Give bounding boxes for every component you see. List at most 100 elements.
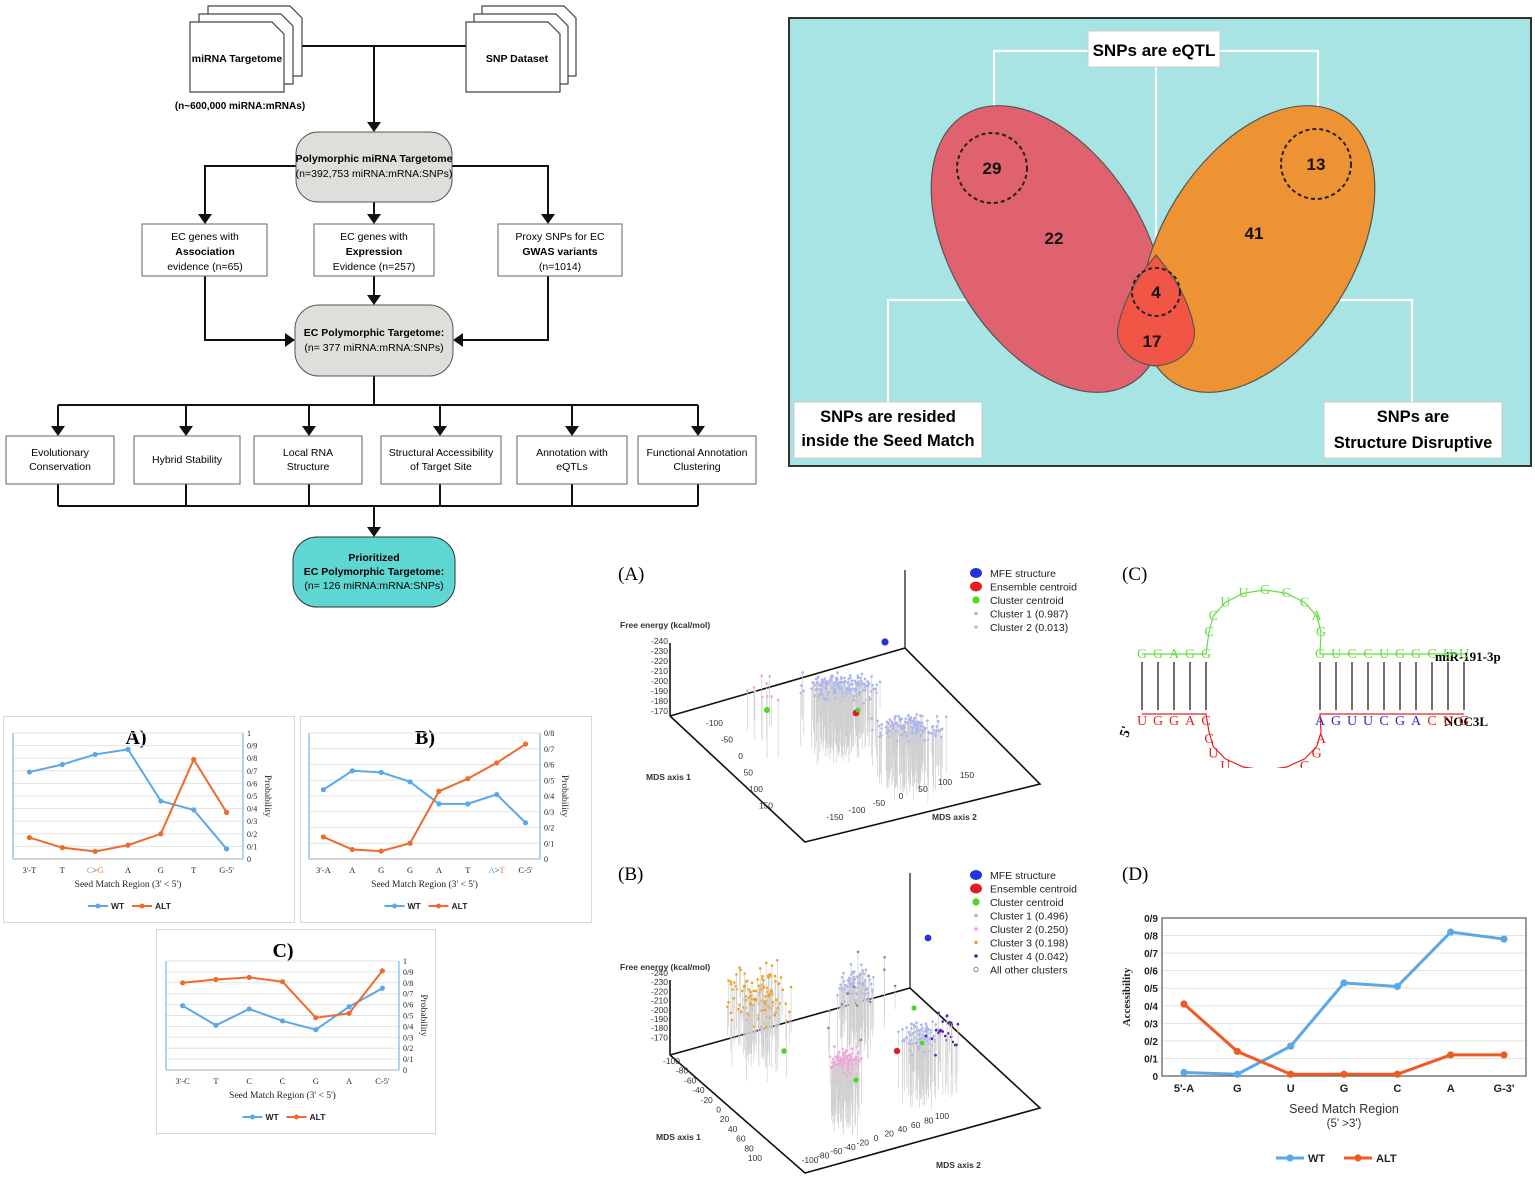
mds-legend-label: MFE structure	[990, 870, 1056, 882]
chart-a-xlabel: Seed Match Region (3' < 5')	[75, 879, 182, 890]
mds-structure-point	[915, 731, 918, 735]
mds-structure-point	[816, 687, 820, 691]
mds-x2-tick: -40	[843, 1142, 856, 1152]
chart-d-wt-point	[1500, 935, 1508, 943]
chart-c-wt-point	[180, 1003, 186, 1009]
mds-legend-label: Cluster 2 (0.250)	[990, 924, 1068, 936]
mds-structure-point	[762, 986, 765, 990]
chart-b-xlabel: Seed Match Region (3' < 5')	[371, 879, 478, 890]
chart-c-wt-point	[213, 1022, 219, 1028]
probability-chart-a: A) 10/90/80/70/60/50/40/30/20/103'-T T C>G…	[3, 716, 295, 923]
mds-structure-point	[815, 681, 819, 684]
mds-structure-point	[839, 676, 843, 680]
eqtl-label: SNPs are eQTL	[1093, 41, 1216, 60]
chart-a-xtick: G-5'	[219, 865, 234, 875]
svg-text:Conservation: Conservation	[29, 461, 91, 473]
mds-legend-marker	[974, 927, 978, 931]
mds-structure-point	[878, 735, 881, 739]
mds-structure-point	[799, 691, 803, 695]
mds-structure-point	[927, 731, 930, 735]
mds-structure-point	[900, 727, 904, 731]
mds-legend-label: Cluster 2 (0.013)	[990, 622, 1068, 634]
mds-structure-point	[841, 987, 845, 990]
mds-x1-tick: 40	[728, 1124, 738, 1134]
mds-structure-point	[774, 998, 778, 1002]
mds-structure-point	[911, 1031, 915, 1035]
mds-legend-label: Cluster 3 (0.198)	[990, 938, 1068, 950]
mds-z-tick: -220	[651, 656, 668, 666]
mds-structure-point	[848, 1058, 852, 1062]
mfe-structure-marker	[924, 934, 932, 942]
mds-structure-point	[749, 990, 752, 994]
chart-b-xtick: G	[407, 865, 413, 875]
target-nucleotide: U	[1220, 759, 1230, 768]
chart-b-alt-point	[378, 848, 384, 854]
mds-structure-point	[915, 1021, 918, 1025]
chart-a-legend-alt: ALT	[155, 901, 172, 911]
mds-z-tick: -200	[651, 1005, 668, 1015]
count-right: 41	[1245, 224, 1264, 243]
target-nucleotide: C	[1427, 714, 1436, 729]
chart-c-xtick: C-5'	[375, 1076, 390, 1086]
evidence-box-association: EC genes with Association evidence (n=65…	[141, 223, 268, 277]
hybrid-panel-label: (C)	[1122, 564, 1147, 585]
chart-c-panel-label: C)	[272, 940, 293, 962]
mds-structure-point	[823, 677, 827, 680]
mds-b-panel-label: (B)	[618, 864, 643, 885]
chart-c-ytick: 0	[403, 1066, 407, 1075]
mds-structure-point	[848, 674, 852, 677]
mds-structure-point	[846, 1066, 850, 1069]
mds-structure-point	[920, 729, 924, 732]
mds-structure-point	[853, 679, 857, 683]
venn-right-ellipse	[1140, 105, 1376, 393]
mds-structure-point	[852, 975, 856, 979]
final-line-1: Prioritized	[348, 552, 399, 564]
mds-x2-tick: -150	[826, 812, 843, 822]
mds-structure-point	[846, 992, 850, 995]
mds-structure-point	[760, 1009, 764, 1012]
mds-structure-point	[756, 978, 759, 981]
cluster-centroid-marker	[911, 1005, 917, 1011]
mds-structure-point	[843, 680, 847, 683]
mds-structure-point	[744, 998, 748, 1002]
chart-b-legend-alt: ALT	[452, 901, 469, 911]
mds-structure-point	[941, 1020, 944, 1023]
mds-plot-a: (A) Free energy (kcal/mol) MDS axis 1 MD…	[618, 564, 1077, 843]
mds-structure-point	[777, 982, 781, 985]
mds-structure-point	[855, 1004, 859, 1007]
mds-structure-point	[858, 690, 862, 694]
mds-structure-point	[860, 963, 863, 966]
mds-structure-point	[915, 713, 919, 716]
analysis-box-accessibility: Structural Accessibility of Target Site	[380, 435, 502, 485]
mds-structure-point	[891, 723, 894, 726]
mds-structure-point	[818, 683, 821, 687]
mds-structure-point	[752, 998, 756, 1001]
mds-structure-point	[744, 995, 748, 998]
mds-structure-point	[781, 988, 785, 992]
targetome-document-stack	[189, 5, 303, 93]
target-nucleotide: A	[1185, 714, 1196, 729]
chart-b-alt-point	[349, 846, 355, 853]
chart-c-legend-wt: WT	[266, 1112, 280, 1122]
mds-structure-point	[939, 728, 942, 731]
chart-b-alt-point	[320, 834, 327, 840]
mds-structure-point	[840, 975, 844, 979]
prioritized-targetome-box	[292, 536, 456, 608]
mds-structure-point	[735, 973, 738, 976]
mds-z-tick: -210	[651, 996, 668, 1006]
mds-structure-point	[902, 1038, 906, 1041]
mds-structure-point	[915, 1041, 919, 1045]
mds-structure-point	[732, 981, 736, 984]
mds-structure-point	[910, 1053, 914, 1057]
mds-structure-point	[853, 978, 857, 981]
mds-z-tick: -230	[651, 646, 668, 656]
chart-d-legend-wt: WT	[1308, 1153, 1325, 1165]
mds-structure-point	[876, 719, 879, 723]
mds-z-tick: -240	[651, 636, 668, 646]
mds-structure-point	[740, 989, 744, 993]
chart-c-wt-point	[379, 985, 385, 991]
mds-structure-point	[857, 981, 861, 985]
mds-structure-point	[836, 1053, 840, 1056]
mds-structure-point	[853, 1058, 857, 1062]
